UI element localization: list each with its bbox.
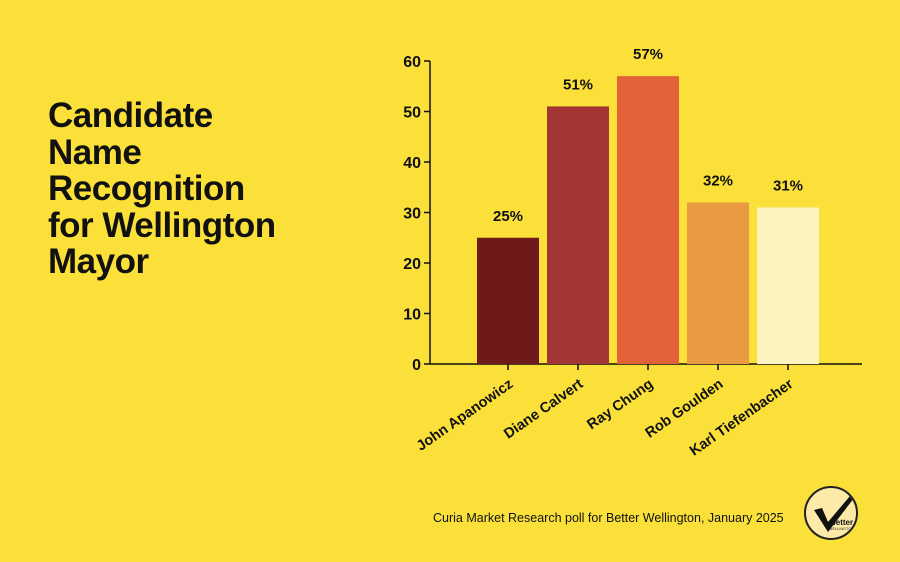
data-label: 32% [703,172,733,189]
title-line-1: Candidate [48,96,213,135]
bar [687,202,749,364]
logo-subtext: WELLINGTON [829,527,855,531]
logo-word: Better [830,518,854,527]
data-label: 25% [493,208,523,225]
y-tick-label: 10 [403,307,421,324]
data-label: 31% [773,177,803,194]
y-tick-label: 60 [403,54,421,71]
data-label: 57% [633,46,663,63]
title-line-2: Name [48,132,142,172]
bar [617,76,679,365]
x-tick-label: John Apanowicz [414,376,516,454]
y-tick-label: 40 [403,155,421,172]
bar [477,237,539,364]
chart-title: Candidate Name Recognition for Wellingto… [48,96,348,281]
source-note: Curia Market Research poll for Better We… [433,511,784,525]
y-tick-label: 0 [412,357,421,374]
y-tick-label: 20 [403,256,421,273]
title-line-3: Recognition [48,169,245,208]
bar [757,207,819,364]
title-line-5: Mayor [48,242,149,281]
y-tick-label: 50 [403,105,421,122]
x-tick-label: Ray Chung [584,376,656,433]
checkmark-icon [814,496,854,532]
data-label: 51% [563,76,593,93]
title-line-4: for Wellington [48,205,276,245]
better-wellington-logo: Better WELLINGTON [804,486,858,540]
bar [547,106,609,364]
y-tick-label: 30 [403,206,421,223]
